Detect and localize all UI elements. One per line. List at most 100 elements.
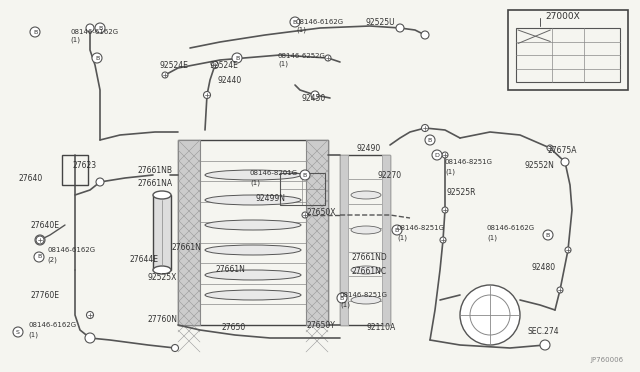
Bar	[340, 155, 390, 325]
Ellipse shape	[205, 290, 301, 300]
Ellipse shape	[440, 237, 446, 243]
Text: B: B	[235, 55, 239, 61]
Text: 27623: 27623	[72, 160, 96, 170]
Text: S: S	[16, 330, 20, 334]
Bar	[306, 140, 328, 325]
Ellipse shape	[30, 27, 40, 37]
Ellipse shape	[85, 333, 95, 343]
Ellipse shape	[153, 191, 171, 199]
Ellipse shape	[205, 245, 301, 255]
Ellipse shape	[86, 24, 94, 32]
Text: 27661NC: 27661NC	[352, 267, 387, 276]
Bar	[516, 28, 620, 82]
Text: 08146-6162G: 08146-6162G	[487, 225, 535, 231]
Ellipse shape	[543, 230, 553, 240]
Text: 92525X: 92525X	[148, 273, 177, 282]
Ellipse shape	[392, 225, 402, 235]
Text: 08146-6162G: 08146-6162G	[28, 322, 76, 328]
Ellipse shape	[36, 236, 44, 244]
Bar	[62, 155, 88, 185]
Ellipse shape	[205, 220, 301, 230]
Text: (1): (1)	[278, 61, 288, 67]
Text: 27661N: 27661N	[172, 244, 202, 253]
Bar	[280, 173, 325, 205]
Text: 27650X: 27650X	[307, 208, 337, 217]
Text: 92450: 92450	[302, 93, 326, 103]
Text: B: B	[303, 173, 307, 177]
Text: SEC.274: SEC.274	[528, 327, 559, 337]
Ellipse shape	[86, 311, 93, 318]
Ellipse shape	[153, 266, 171, 274]
Ellipse shape	[432, 150, 442, 160]
Text: 27644E: 27644E	[130, 256, 159, 264]
Ellipse shape	[34, 252, 44, 262]
Ellipse shape	[547, 145, 553, 151]
Text: 08146-8201G: 08146-8201G	[250, 170, 298, 176]
Text: 08146-8251G: 08146-8251G	[397, 225, 445, 231]
Text: 92440: 92440	[217, 76, 241, 84]
Ellipse shape	[232, 53, 242, 63]
Text: 92524E: 92524E	[160, 61, 189, 70]
Text: 92110A: 92110A	[367, 324, 396, 333]
Text: (1): (1)	[445, 169, 455, 175]
Text: (1): (1)	[250, 180, 260, 186]
Text: B: B	[37, 254, 41, 260]
Ellipse shape	[540, 340, 550, 350]
Ellipse shape	[337, 293, 347, 303]
Ellipse shape	[561, 158, 569, 166]
Ellipse shape	[35, 235, 45, 245]
Text: (2): (2)	[47, 257, 57, 263]
Text: 08146-6252G: 08146-6252G	[278, 53, 326, 59]
Bar	[153, 195, 171, 270]
Ellipse shape	[205, 195, 301, 205]
Text: 27650Y: 27650Y	[307, 321, 336, 330]
Text: 27760E: 27760E	[30, 291, 59, 299]
Ellipse shape	[351, 226, 381, 234]
Text: 27640E: 27640E	[30, 221, 59, 230]
Bar	[508, 10, 628, 90]
Text: (1): (1)	[70, 37, 80, 43]
Text: 92525U: 92525U	[366, 17, 396, 26]
Text: 92270: 92270	[378, 170, 402, 180]
Text: B: B	[95, 55, 99, 61]
Ellipse shape	[204, 92, 211, 99]
Ellipse shape	[557, 287, 563, 293]
Ellipse shape	[470, 295, 510, 335]
Ellipse shape	[96, 178, 104, 186]
Ellipse shape	[13, 327, 23, 337]
Ellipse shape	[421, 31, 429, 39]
Ellipse shape	[396, 24, 404, 32]
Text: 92524E: 92524E	[210, 61, 239, 70]
Text: 08146-6162G: 08146-6162G	[70, 29, 118, 35]
Ellipse shape	[302, 212, 308, 218]
Ellipse shape	[205, 270, 301, 280]
Text: 27760N: 27760N	[148, 315, 178, 324]
Text: D: D	[435, 153, 440, 157]
Text: 27661N: 27661N	[215, 266, 245, 275]
Text: JP760006: JP760006	[590, 357, 623, 363]
Ellipse shape	[300, 170, 310, 180]
Ellipse shape	[162, 72, 168, 78]
Text: (1): (1)	[397, 235, 407, 241]
Bar	[178, 140, 200, 325]
Text: 92552N: 92552N	[525, 160, 555, 170]
Ellipse shape	[290, 17, 300, 27]
Ellipse shape	[442, 152, 448, 158]
Text: (1): (1)	[340, 302, 350, 308]
Text: 08146-6162G: 08146-6162G	[296, 19, 344, 25]
Text: 92490: 92490	[357, 144, 381, 153]
Text: 27661NB: 27661NB	[138, 166, 173, 174]
Text: (1): (1)	[28, 332, 38, 338]
Text: 27000X: 27000X	[545, 12, 580, 20]
Ellipse shape	[351, 191, 381, 199]
Text: 08146-8251G: 08146-8251G	[340, 292, 388, 298]
Ellipse shape	[311, 91, 319, 99]
Text: 92525R: 92525R	[447, 187, 477, 196]
Ellipse shape	[92, 53, 102, 63]
Ellipse shape	[565, 247, 571, 253]
Text: B: B	[546, 232, 550, 237]
Text: B: B	[428, 138, 432, 142]
Ellipse shape	[351, 296, 381, 304]
Ellipse shape	[460, 285, 520, 345]
Text: 92499N: 92499N	[255, 193, 285, 202]
